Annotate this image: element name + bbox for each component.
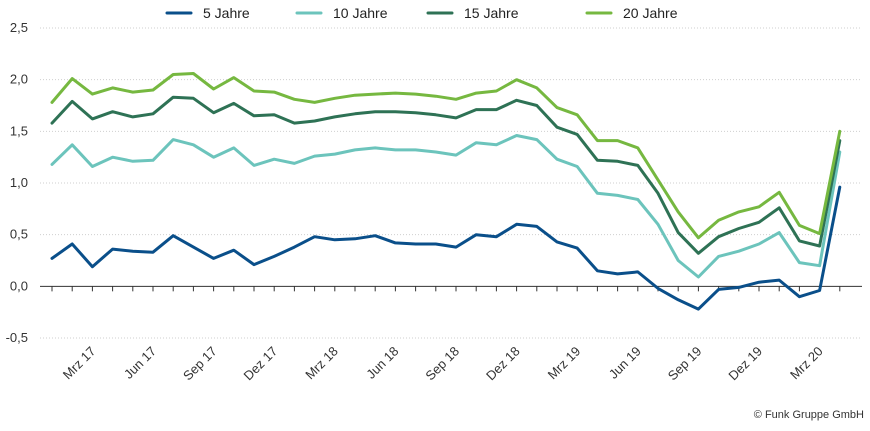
legend-label: 10 Jahre [333,5,388,21]
y-tick-label: 2,5 [10,20,28,35]
x-tick-label: Mrz 18 [302,344,341,383]
y-tick-label: 2,0 [10,72,28,87]
x-axis: Mrz 17 Jun 17 Sep 17 Dez 17 Mrz 18 Jun 18 Sep … [40,285,862,384]
x-tick-label: Dez 18 [483,344,523,384]
x-tick-label: Mrz 20 [787,344,826,383]
y-tick-label: 1,5 [10,123,28,138]
y-tick-label: -0,5 [6,330,28,345]
y-tick-label: 1,0 [10,175,28,190]
x-tick-label: Sep 18 [422,344,462,384]
series-line-1 [50,185,842,311]
copyright-credit: © Funk Gruppe GmbH [754,409,864,421]
y-gridlines [40,27,862,339]
x-tick-label: Dez 19 [725,344,765,384]
legend-label: 20 Jahre [623,5,678,21]
x-tick-label: Jun 17 [121,344,159,382]
y-axis-tick-labels: 2,5 2,0 1,5 1,0 0,5 0,0 -0,5 [6,20,28,345]
x-tick-label: Sep 17 [180,344,220,384]
legend-label: 5 Jahre [203,5,250,21]
series-line-2 [50,134,842,279]
y-tick-label: 0,0 [10,278,28,293]
x-tick-label: Jun 19 [606,344,644,382]
y-tick-label: 0,5 [10,227,28,242]
x-tick-label: Mrz 17 [60,344,99,383]
series-line-3 [50,95,842,255]
series-line-4 [50,72,842,240]
series-lines [50,72,842,311]
legend: 5 Jahre 10 Jahre 15 Jahre 20 Jahre [165,5,678,21]
x-tick-label: Jun 18 [363,344,401,382]
x-tick-label: Sep 19 [665,344,705,384]
legend-label: 15 Jahre [464,5,519,21]
x-tick-label: Mrz 19 [545,344,584,383]
x-tick-label: Dez 17 [241,344,281,384]
